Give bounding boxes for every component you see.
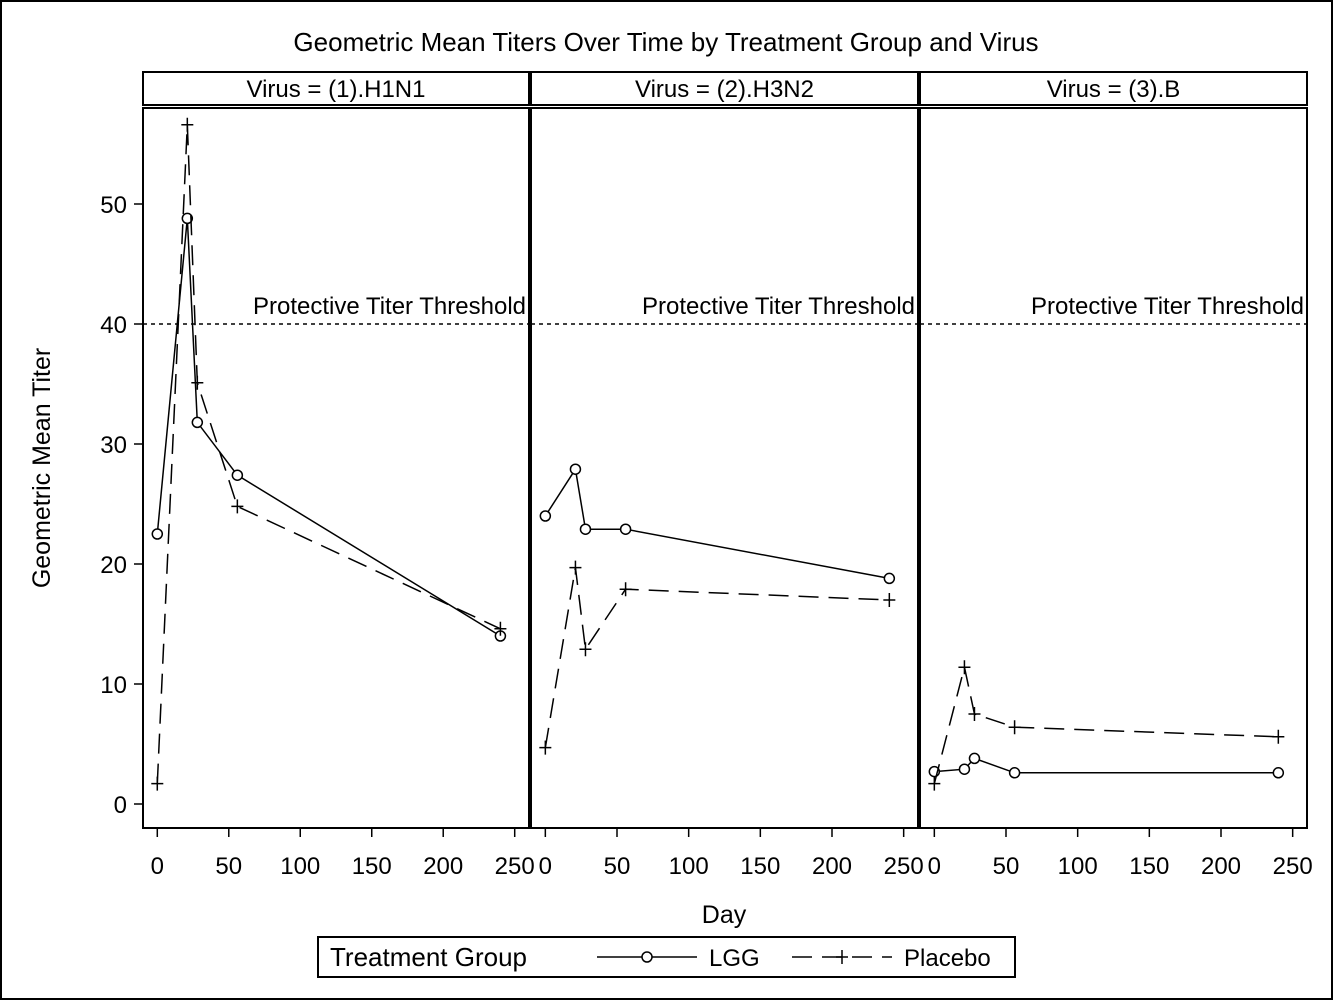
y-axis-label: Geometric Mean Titer bbox=[28, 348, 56, 588]
legend-title: Treatment Group bbox=[330, 942, 527, 972]
series-lgg bbox=[151, 212, 507, 642]
y-axis: 0 10 20 30 40 50 bbox=[100, 192, 143, 819]
x-tick-label: 0 bbox=[539, 853, 552, 880]
reference-line-label: Protective Titer Threshold bbox=[1031, 293, 1304, 320]
data-point bbox=[569, 463, 582, 475]
panel-strip bbox=[919, 71, 1308, 106]
panel-1: Virus = (1).H1N1 0 50 100 150 200 250 Protectiv… bbox=[142, 71, 535, 880]
data-point bbox=[539, 740, 552, 755]
data-point bbox=[151, 528, 164, 540]
series-placebo bbox=[539, 560, 896, 755]
y-tick-label: 0 bbox=[114, 792, 127, 819]
data-point bbox=[539, 510, 552, 522]
legend-entry-lgg: LGG bbox=[597, 945, 760, 972]
data-point bbox=[958, 660, 971, 675]
x-tick-label: 200 bbox=[423, 853, 463, 880]
y-tick-label: 40 bbox=[100, 312, 127, 339]
y-tick-label: 10 bbox=[100, 672, 127, 699]
x-tick-label: 50 bbox=[604, 853, 631, 880]
data-point bbox=[231, 499, 244, 514]
panel-strip-label: Virus = (1).H1N1 bbox=[247, 76, 426, 103]
data-point bbox=[928, 776, 941, 791]
x-tick-label: 0 bbox=[928, 853, 941, 880]
data-point bbox=[569, 560, 582, 575]
legend-marker bbox=[836, 950, 848, 964]
panel-3: Virus = (3).B 0 50 100 150 200 250 Protective T… bbox=[919, 71, 1313, 880]
data-point bbox=[579, 523, 592, 535]
data-point bbox=[151, 776, 164, 791]
legend-label: LGG bbox=[709, 945, 760, 972]
data-point bbox=[1272, 729, 1285, 744]
x-tick-label: 200 bbox=[812, 853, 852, 880]
x-tick-label: 250 bbox=[495, 853, 535, 880]
x-tick-label: 250 bbox=[1273, 853, 1313, 880]
data-point bbox=[883, 593, 896, 607]
x-tick-label: 150 bbox=[1129, 853, 1169, 880]
panel-frame bbox=[919, 107, 1308, 829]
x-tick-label: 100 bbox=[669, 853, 709, 880]
legend-marker bbox=[641, 951, 653, 963]
data-point bbox=[191, 375, 204, 390]
panel-strip bbox=[142, 71, 530, 106]
data-point bbox=[1008, 720, 1021, 735]
data-point bbox=[1008, 767, 1021, 779]
y-tick-label: 30 bbox=[100, 432, 127, 459]
x-tick-label: 250 bbox=[884, 853, 924, 880]
data-point bbox=[181, 117, 194, 132]
panel-frame bbox=[142, 107, 530, 829]
x-tick-label: 50 bbox=[993, 853, 1020, 880]
series-lgg bbox=[539, 463, 896, 585]
series-placebo bbox=[928, 660, 1285, 791]
series-line bbox=[544, 567, 890, 748]
x-tick-label: 100 bbox=[1058, 853, 1098, 880]
y-tick-label: 20 bbox=[100, 552, 127, 579]
x-tick-label: 50 bbox=[215, 853, 242, 880]
series-lgg bbox=[928, 752, 1285, 779]
reference-line-label: Protective Titer Threshold bbox=[642, 293, 915, 320]
panel-strip-label: Virus = (3).B bbox=[1047, 76, 1181, 103]
data-point bbox=[968, 707, 981, 721]
x-tick-label: 100 bbox=[280, 853, 320, 880]
legend: Treatment Group LGG Placebo bbox=[317, 936, 1016, 978]
panel-2: Virus = (2).H3N2 0 50 100 150 200 250 Protectiv… bbox=[530, 71, 924, 880]
data-point bbox=[191, 416, 204, 429]
x-tick-label: 200 bbox=[1201, 853, 1241, 880]
panel-strip-label: Virus = (2).H3N2 bbox=[635, 76, 814, 103]
legend-entries: LGG Placebo bbox=[597, 945, 991, 972]
x-tick-label: 150 bbox=[352, 853, 392, 880]
y-tick-label: 50 bbox=[100, 192, 127, 219]
reference-line-label: Protective Titer Threshold bbox=[253, 293, 526, 320]
data-point bbox=[579, 642, 592, 657]
data-point bbox=[619, 523, 632, 535]
data-point bbox=[883, 572, 896, 585]
legend-entry-placebo: Placebo bbox=[792, 945, 991, 972]
legend-label: Placebo bbox=[904, 945, 991, 972]
x-axis-label: Day bbox=[702, 901, 747, 929]
series-placebo bbox=[151, 117, 507, 791]
panel-frame bbox=[530, 107, 919, 829]
data-point bbox=[1272, 767, 1285, 779]
data-point bbox=[968, 752, 981, 765]
data-point bbox=[619, 582, 632, 597]
chart-title: Geometric Mean Titers Over Time by Treat… bbox=[293, 27, 1038, 57]
panel-strip bbox=[530, 71, 919, 106]
x-tick-label: 0 bbox=[151, 853, 164, 880]
data-point bbox=[181, 212, 194, 225]
data-point bbox=[958, 763, 971, 775]
data-point bbox=[494, 621, 507, 636]
data-point bbox=[231, 469, 244, 481]
x-tick-label: 150 bbox=[740, 853, 780, 880]
